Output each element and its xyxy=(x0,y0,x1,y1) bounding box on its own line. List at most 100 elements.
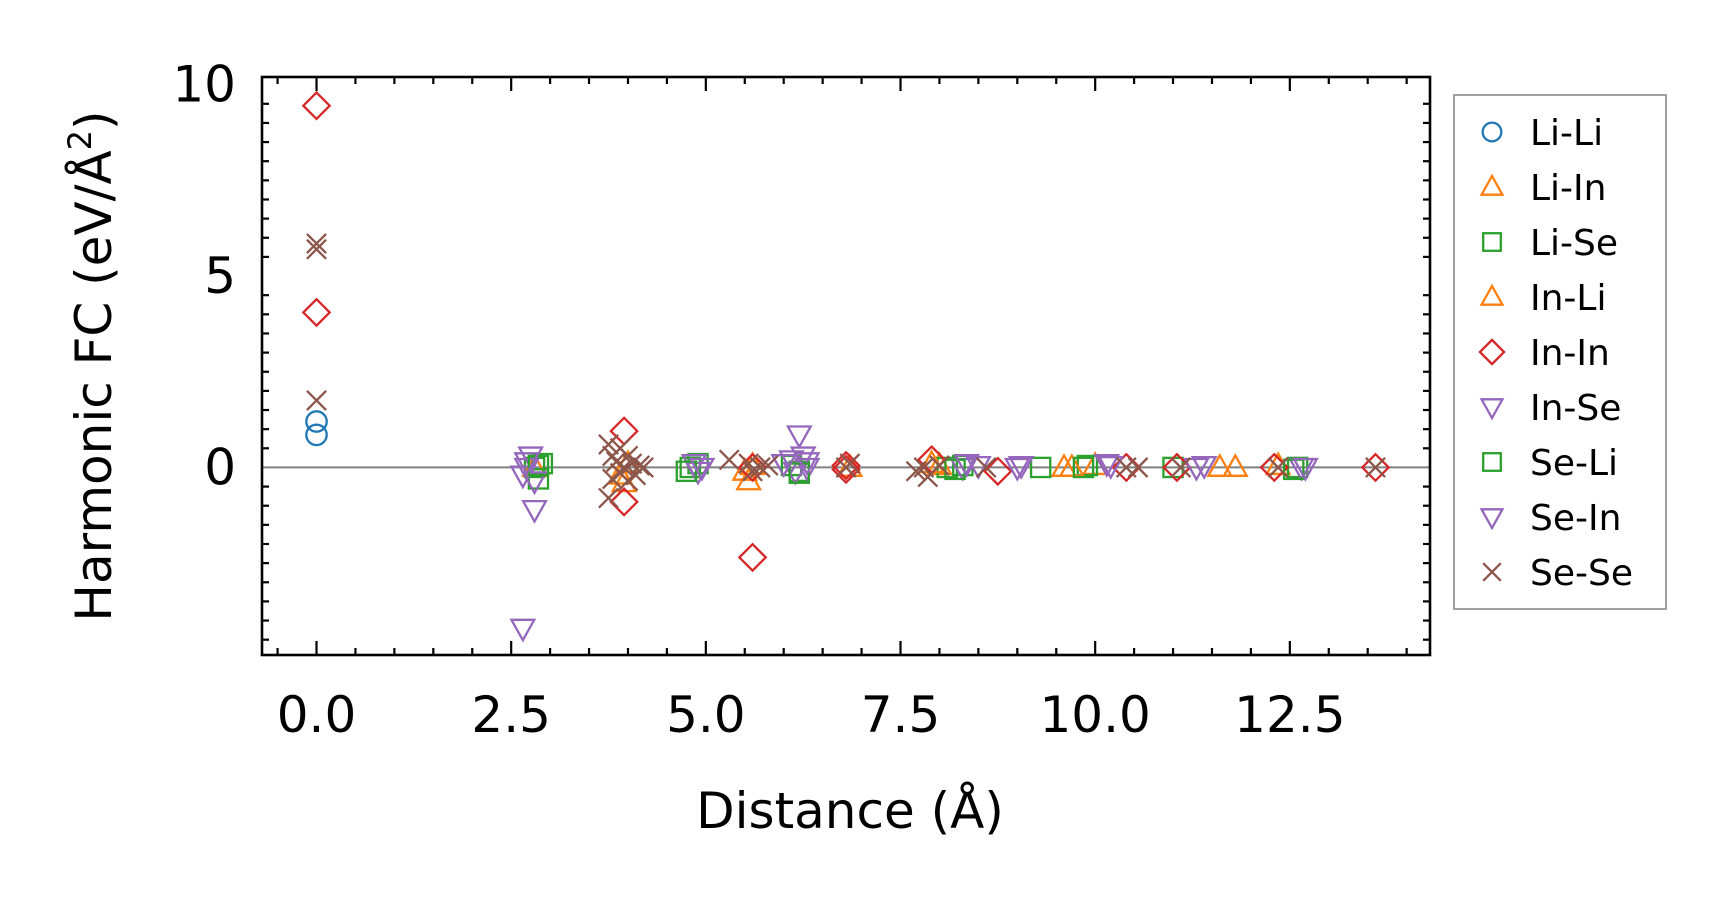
data-point xyxy=(609,487,639,517)
y-tick-label: 10 xyxy=(172,56,236,114)
data-point xyxy=(1190,455,1218,480)
legend-item: Li-In xyxy=(1479,168,1606,209)
data-point xyxy=(793,452,821,477)
y-axis-label: Harmonic FC (eV/Å2) xyxy=(61,110,123,621)
series-li-li xyxy=(305,410,328,447)
data-point xyxy=(306,390,327,411)
y-axis-label-main: Harmonic FC (eV/Å xyxy=(65,150,123,621)
x-tick-label: 7.5 xyxy=(861,686,941,744)
data-point xyxy=(1007,455,1035,480)
axis-ticks xyxy=(262,77,1430,655)
legend-label: In-Se xyxy=(1530,388,1621,429)
data-point xyxy=(306,233,327,254)
data-point xyxy=(1003,457,1031,482)
data-point xyxy=(1127,457,1149,478)
legend-item: Li-Li xyxy=(1481,113,1603,154)
data-point xyxy=(527,454,550,477)
legend-label: Se-Li xyxy=(1530,443,1618,484)
data-point xyxy=(509,618,537,643)
legend-marker xyxy=(1479,398,1505,421)
y-axis-label-superscript: 2 xyxy=(61,130,99,150)
x-tick-label: 12.5 xyxy=(1234,686,1345,744)
data-point xyxy=(1050,453,1078,477)
data-point xyxy=(527,468,550,490)
data-point xyxy=(929,455,950,476)
legend-marker xyxy=(1478,338,1506,366)
legend-marker xyxy=(1479,173,1505,196)
legend-marker xyxy=(1479,508,1505,531)
data-point xyxy=(629,455,651,476)
data-point xyxy=(749,457,771,478)
series-se-se xyxy=(306,233,1386,509)
data-point xyxy=(975,457,997,478)
legend-item: In-In xyxy=(1478,333,1610,374)
legend-label: Se-In xyxy=(1530,498,1621,539)
data-point xyxy=(944,458,966,481)
data-point xyxy=(598,487,619,509)
data-point xyxy=(1058,453,1086,477)
data-point xyxy=(718,449,740,471)
data-point xyxy=(598,434,619,455)
data-point xyxy=(793,457,821,482)
legend-item: Se-Se xyxy=(1482,553,1633,594)
data-point xyxy=(1029,456,1052,479)
plot-frame xyxy=(260,75,1432,657)
data-point xyxy=(839,453,861,475)
data-point xyxy=(953,454,981,478)
data-point xyxy=(301,297,332,328)
legend-label: Li-Se xyxy=(1530,223,1618,264)
x-tick-label: 0.0 xyxy=(277,686,357,744)
data-point xyxy=(521,471,548,496)
legend-marker xyxy=(1482,232,1502,252)
data-point xyxy=(770,454,798,478)
legend-marker xyxy=(1482,452,1502,472)
data-point xyxy=(1097,455,1125,480)
legend-marker xyxy=(1481,121,1503,143)
x-tick-label: 5.0 xyxy=(666,686,746,744)
series-se-in xyxy=(513,452,1319,482)
tick-labels: 0.0 2.5 5.0 7.5 10.0 12.5 0 5 10 xyxy=(172,56,1345,744)
data-point xyxy=(965,455,992,480)
data-point xyxy=(633,457,654,478)
data-point xyxy=(306,238,327,260)
data-point xyxy=(788,462,811,484)
y-axis-label-close: ) xyxy=(65,110,123,130)
legend-item: Se-In xyxy=(1479,498,1621,539)
data-point xyxy=(688,457,716,482)
series-in-in xyxy=(301,90,1391,573)
data-point xyxy=(606,460,634,485)
legend-label: Se-Se xyxy=(1530,553,1633,594)
legend-label: In-Li xyxy=(1530,278,1606,319)
legend-label: In-In xyxy=(1530,333,1610,374)
data-point xyxy=(831,454,861,485)
data-point xyxy=(1221,453,1249,477)
data-point xyxy=(1183,457,1210,482)
data-point xyxy=(983,456,1013,487)
data-point xyxy=(785,425,813,450)
x-axis-label: Distance (Å) xyxy=(696,782,1004,840)
legend-marker xyxy=(1482,562,1502,582)
legend-item: Li-Se xyxy=(1482,223,1618,264)
legend-item: In-Li xyxy=(1479,278,1606,319)
legend-item: In-Se xyxy=(1479,388,1621,429)
data-point xyxy=(831,450,861,481)
data-point xyxy=(1360,452,1391,483)
data-point xyxy=(1072,456,1095,479)
data-point xyxy=(1206,453,1234,477)
data-point xyxy=(737,542,768,573)
data-marks xyxy=(301,90,1391,643)
data-point xyxy=(305,410,328,433)
data-point xyxy=(521,499,548,524)
data-point xyxy=(621,453,643,475)
data-point xyxy=(1267,457,1289,478)
legend-marker xyxy=(1479,283,1505,306)
data-point xyxy=(609,416,639,446)
data-point xyxy=(684,461,712,486)
legend: Li-Li Li-In Li-Se In-Li In-In In-Se Se-Li Se-In… xyxy=(1453,94,1667,610)
legend-label: Li-Li xyxy=(1530,113,1603,154)
legend-label: Li-In xyxy=(1530,168,1606,209)
legend-item: Se-Li xyxy=(1482,443,1618,484)
y-tick-label: 5 xyxy=(204,247,236,305)
data-point xyxy=(1093,454,1121,478)
